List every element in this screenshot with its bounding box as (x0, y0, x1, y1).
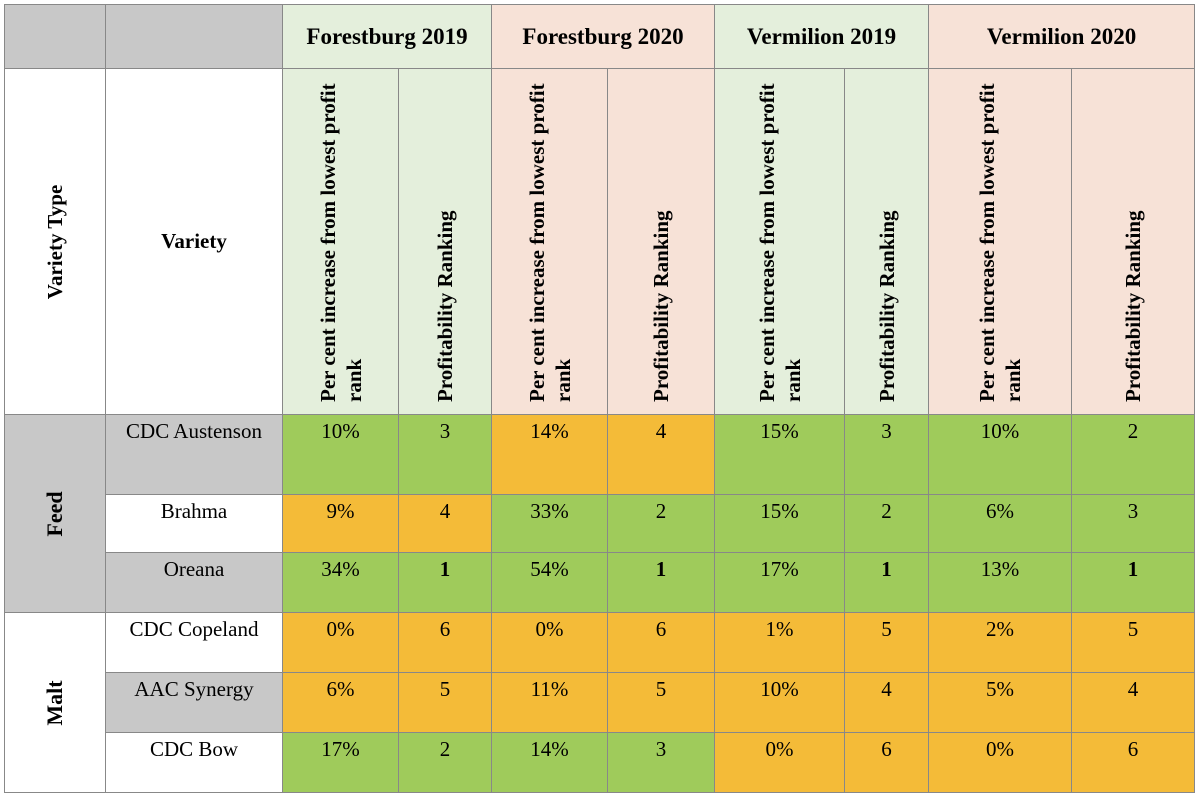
percent-cell: 10% (928, 414, 1073, 495)
variety-name: CDC Copeland (105, 612, 283, 673)
rank-cell: 3 (397, 414, 493, 495)
rank-cell: 1 (844, 552, 930, 613)
table-row: Malt CDC Copeland 0% 6 0% 6 1% 5 2% 5 (4, 612, 1196, 793)
variety-name: AAC Synergy (105, 672, 283, 733)
rank-cell: 5 (844, 612, 930, 673)
percent-cell: 10% (282, 414, 399, 495)
rank-cell: 6 (397, 612, 493, 673)
table-row: AAC Synergy 6% 5 11% 5 10% 4 5% 4 (5, 672, 1196, 733)
percent-cell: 14% (491, 414, 609, 495)
profitability-table: Forestburg 2019 Forestburg 2020 Vermilio… (4, 4, 1196, 793)
rank-cell: 4 (397, 494, 493, 553)
site-header: Forestburg 2019 (281, 4, 493, 69)
percent-cell: 17% (282, 732, 399, 793)
variety-type-label: Malt (42, 679, 67, 726)
site-header: Vermilion 2020 (928, 4, 1196, 69)
percent-cell: 0% (491, 612, 609, 673)
percent-cell: 14% (491, 732, 609, 793)
percent-header: Per cent increase from lowest profit ran… (754, 82, 805, 402)
percent-header: Per cent increase from lowest profit ran… (315, 82, 366, 402)
percent-cell: 0% (714, 732, 846, 793)
percent-cell: 33% (491, 494, 609, 553)
corner-cell (105, 4, 283, 69)
rank-cell: 6 (844, 732, 930, 793)
percent-cell: 2% (928, 612, 1073, 673)
rank-cell: 4 (1071, 672, 1196, 733)
percent-cell: 54% (491, 552, 609, 613)
variety-type-cell: Malt (4, 612, 106, 793)
percent-cell: 5% (928, 672, 1073, 733)
percent-cell: 15% (714, 494, 846, 553)
variety-name: Oreana (105, 552, 283, 613)
rank-header: Profitability Ranking (433, 209, 457, 402)
variety-type-label: Feed (42, 490, 67, 537)
percent-cell: 1% (714, 612, 846, 673)
percent-cell: 17% (714, 552, 846, 613)
percent-cell: 13% (928, 552, 1073, 613)
rank-cell: 2 (1071, 414, 1196, 495)
variety-type-cell: Feed (4, 414, 106, 613)
percent-header: Per cent increase from lowest profit ran… (975, 82, 1026, 402)
rank-cell: 4 (607, 414, 716, 495)
variety-type-label: Variety Type (43, 184, 67, 299)
rank-cell: 3 (844, 414, 930, 495)
percent-cell: 10% (714, 672, 846, 733)
variety-type-header: Variety Type (4, 68, 106, 415)
rank-cell: 2 (607, 494, 716, 553)
rank-header: Profitability Ranking (1121, 209, 1146, 402)
site-header: Forestburg 2020 (491, 4, 716, 69)
table-row: Brahma 9% 4 33% 2 15% 2 6% 3 (5, 494, 1196, 553)
rank-cell: 2 (397, 732, 493, 793)
rank-cell: 5 (607, 672, 716, 733)
rank-cell: 1 (607, 552, 716, 613)
percent-cell: 34% (282, 552, 399, 613)
rank-cell: 1 (1071, 552, 1196, 613)
rank-cell: 2 (844, 494, 930, 553)
rank-cell: 6 (1071, 732, 1196, 793)
rank-cell: 3 (607, 732, 716, 793)
rank-cell: 6 (607, 612, 716, 673)
variety-name: Brahma (105, 494, 283, 553)
rank-header: Profitability Ranking (649, 209, 674, 402)
percent-cell: 6% (928, 494, 1073, 553)
site-header-row: Forestburg 2019 Forestburg 2020 Vermilio… (4, 4, 1196, 69)
percent-cell: 0% (282, 612, 399, 673)
table-row: Feed CDC Austenson 10% 3 14% 4 15% 3 10%… (4, 414, 1196, 613)
rank-header: Profitability Ranking (874, 209, 899, 402)
corner-cell (4, 4, 106, 69)
variety-header: Variety (105, 68, 283, 415)
table-row: Oreana 34% 1 54% 1 17% 1 13% 1 (5, 552, 1196, 613)
rank-cell: 5 (397, 672, 493, 733)
variety-name: CDC Bow (105, 732, 283, 793)
table-row: CDC Bow 17% 2 14% 3 0% 6 0% 6 (5, 732, 1196, 793)
column-header-row: Variety Type Variety Per cent increase f… (4, 68, 1196, 415)
rank-cell: 5 (1071, 612, 1196, 673)
percent-header: Per cent increase from lowest profit ran… (524, 82, 575, 402)
percent-cell: 15% (714, 414, 846, 495)
rank-cell: 3 (1071, 494, 1196, 553)
percent-cell: 11% (491, 672, 609, 733)
percent-cell: 0% (928, 732, 1073, 793)
percent-cell: 9% (282, 494, 399, 553)
site-header: Vermilion 2019 (714, 4, 930, 69)
variety-name: CDC Austenson (105, 414, 283, 495)
percent-cell: 6% (282, 672, 399, 733)
rank-cell: 1 (397, 552, 493, 613)
rank-cell: 4 (844, 672, 930, 733)
